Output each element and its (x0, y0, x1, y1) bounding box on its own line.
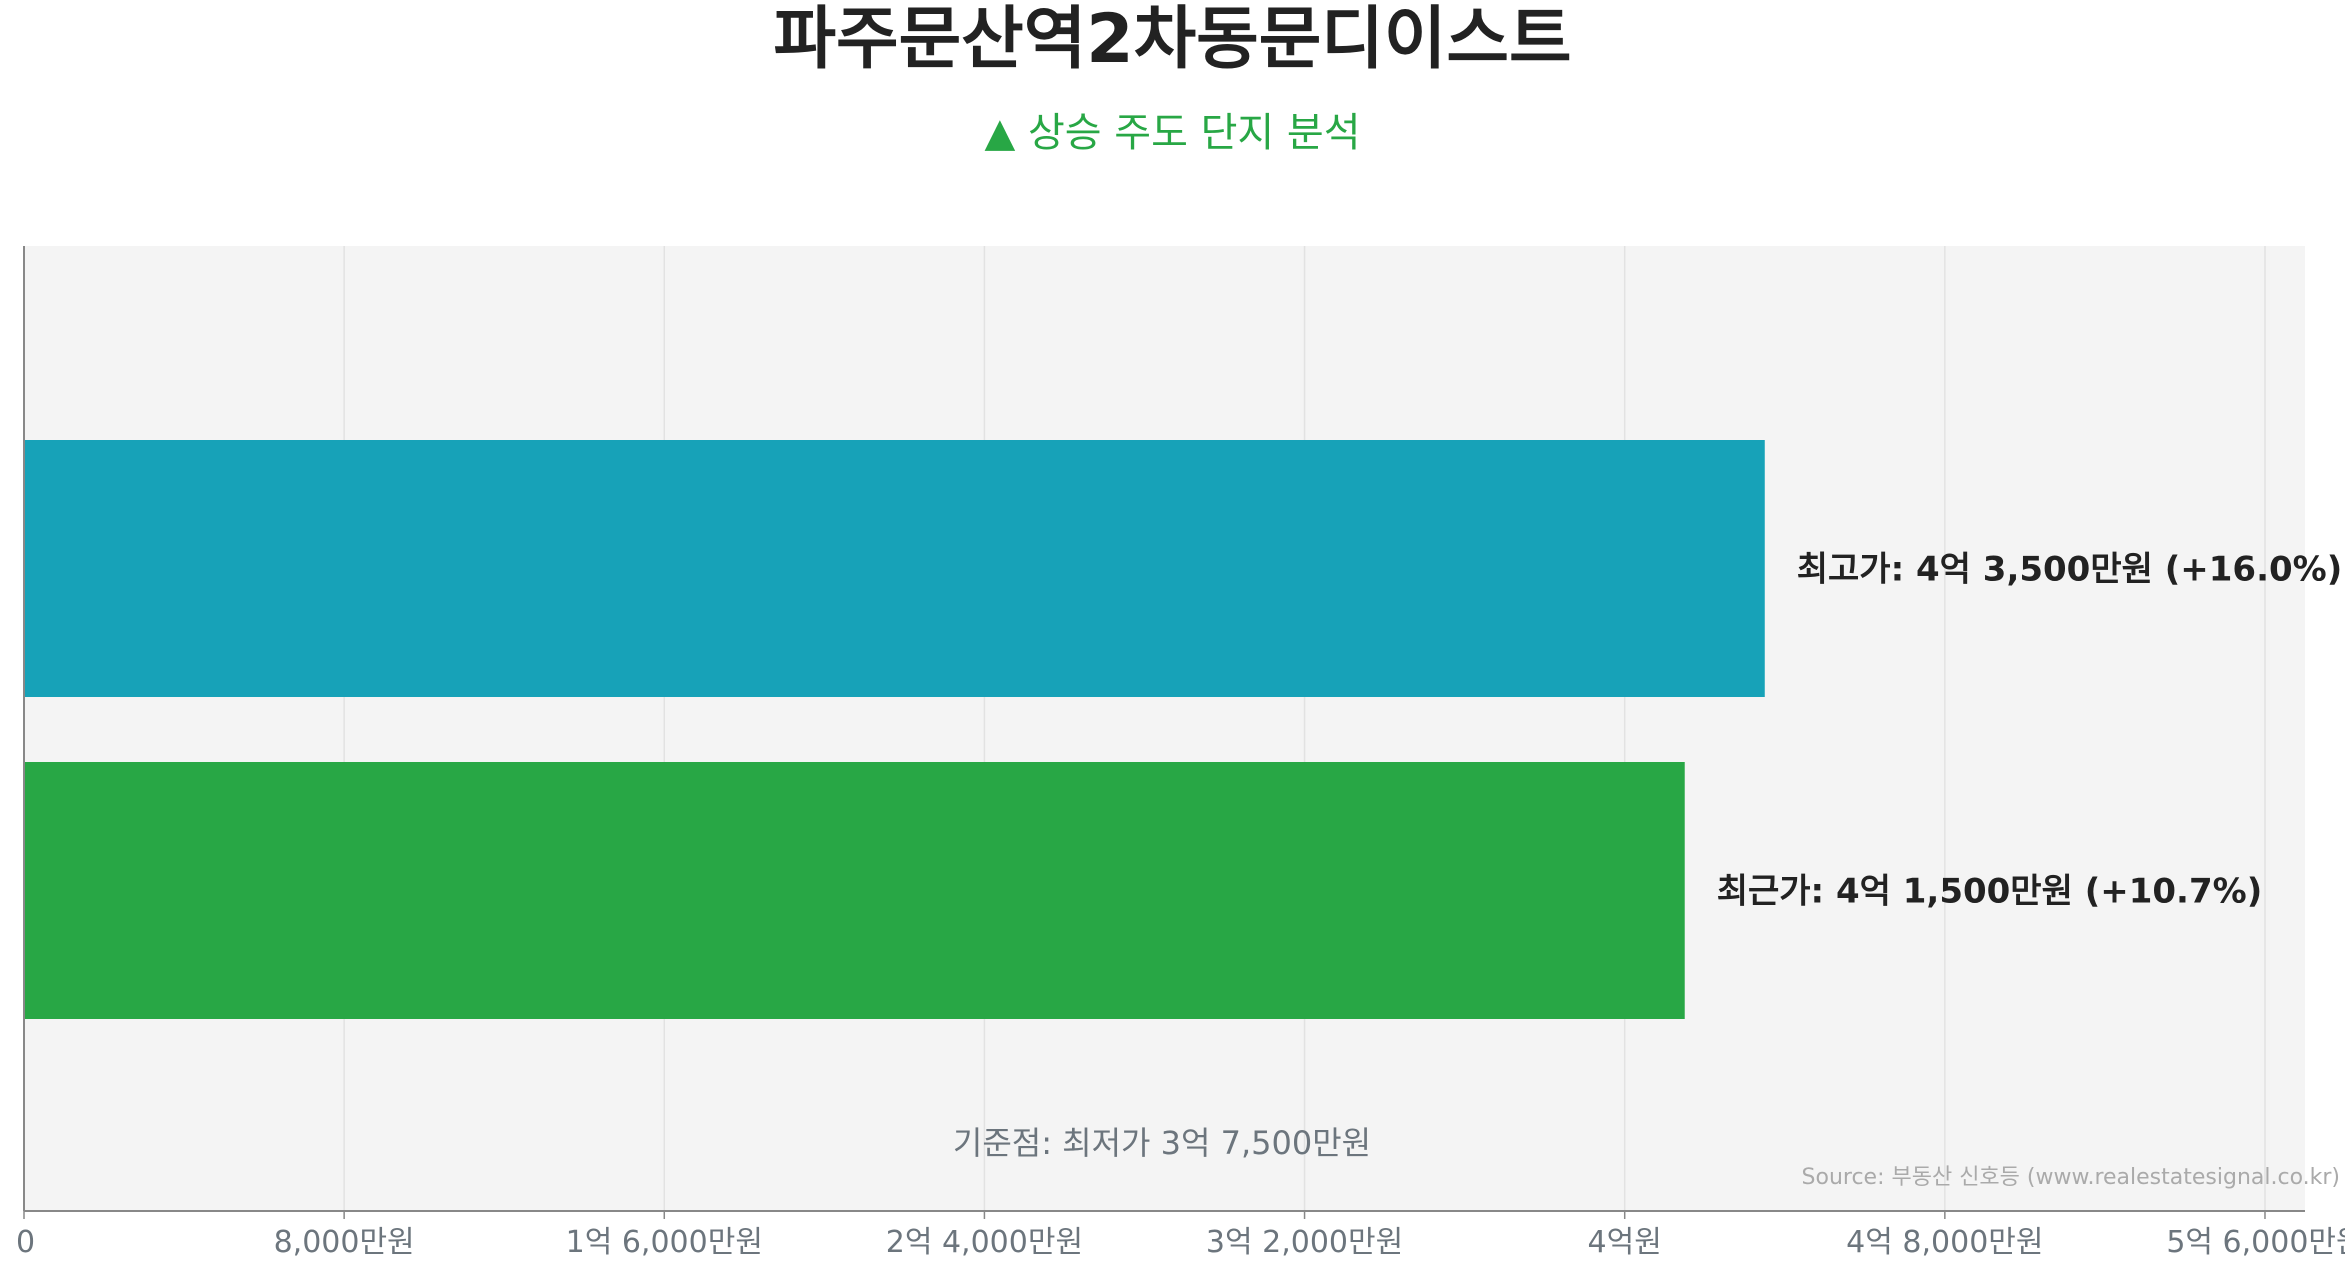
x-tick-label: 1억 6,000만원 (566, 1225, 763, 1260)
x-tick-label: 4억 8,000만원 (1846, 1225, 2043, 1260)
bar-recent-price (24, 762, 1685, 1019)
bar-highest-price (24, 440, 1765, 697)
gridlines (343, 246, 2266, 1211)
x-tick-label: 4억원 (1588, 1225, 1662, 1260)
axes (23, 246, 2305, 1212)
x-tick-label: 8,000만원 (274, 1225, 415, 1260)
x-tick-label: 3억 2,000만원 (1206, 1225, 1403, 1260)
x-tick-label: 5억 6,000만원 (2166, 1225, 2345, 1260)
chart-title: 파주문산역2차동문디이스트 (773, 0, 1572, 79)
x-tick-label: 2억 4,000만원 (886, 1225, 1083, 1260)
bar-label: 최고가: 4억 3,500만원 (+16.0%) (1797, 550, 2343, 590)
plot-area (24, 246, 2305, 1211)
baseline-note: 기준점: 최저가 3억 7,500만원 (953, 1124, 1371, 1162)
x-axis-ticks: 0 8,000만원 1억 6,000만원 2억 4,000만원 3억 2,000만원 4억… (16, 1211, 2345, 1260)
bars: 최고가: 4억 3,500만원 (+16.0%) 최근가: 4억 1,500만원 … (24, 440, 2342, 1019)
source-note: Source: 부동산 신호등 (www.realestatesignal.co… (1802, 1165, 2340, 1190)
x-tick-label: 0 (16, 1225, 35, 1260)
bar-label: 최근가: 4억 1,500만원 (+10.7%) (1717, 872, 2263, 912)
chart-subtitle: ▲ 상승 주도 단지 분석 (984, 110, 1361, 156)
